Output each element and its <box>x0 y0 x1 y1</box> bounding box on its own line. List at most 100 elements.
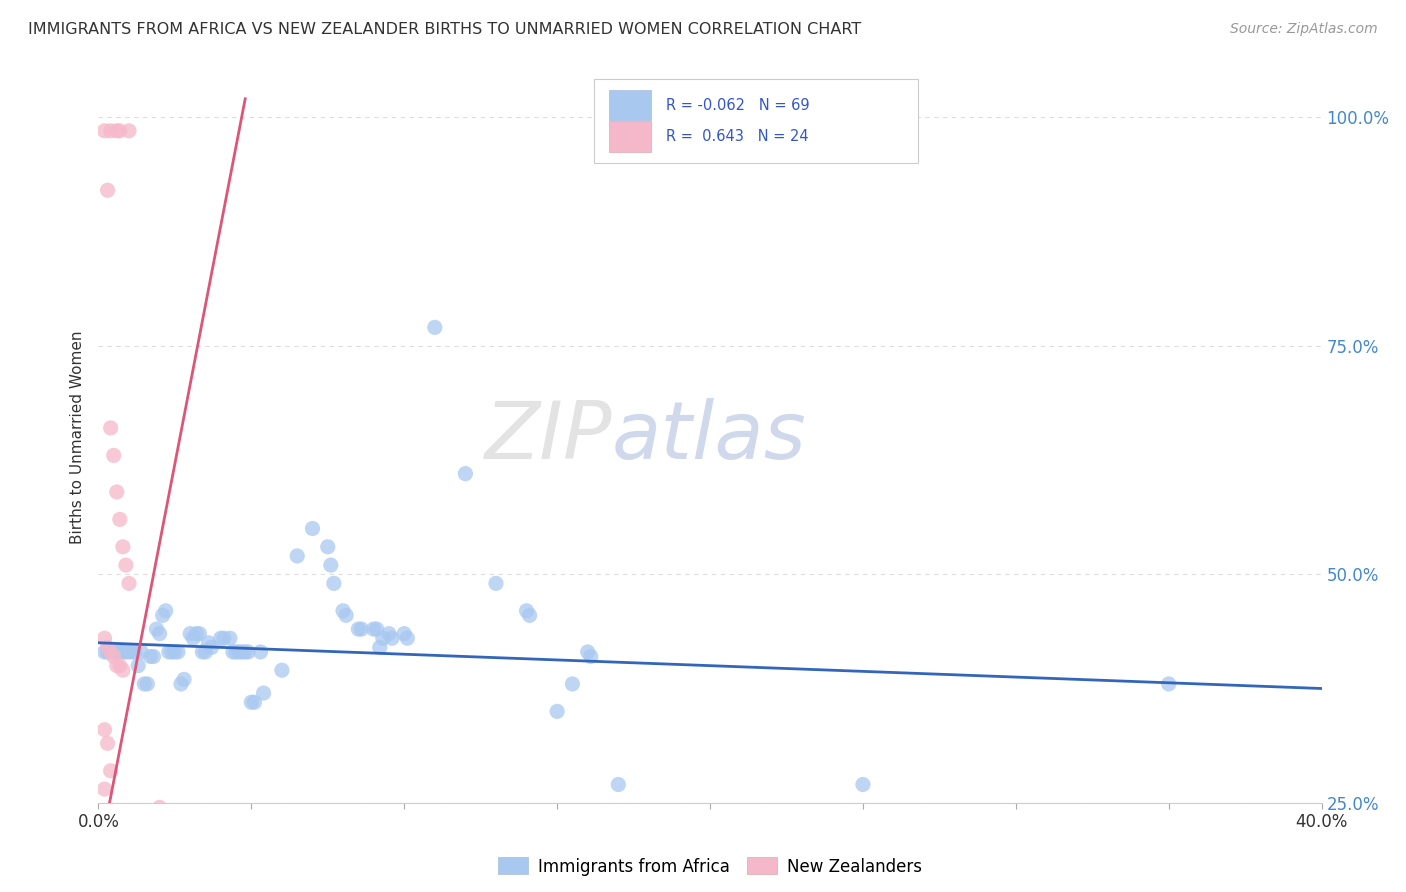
Text: R =  0.643   N = 24: R = 0.643 N = 24 <box>666 129 808 144</box>
Point <box>316 540 339 554</box>
Point <box>225 645 247 659</box>
FancyBboxPatch shape <box>593 78 918 162</box>
Point <box>392 626 416 640</box>
Point <box>228 645 250 659</box>
Point <box>363 622 385 636</box>
Point <box>270 663 292 677</box>
Point <box>108 658 131 673</box>
Point <box>366 622 388 636</box>
Point <box>301 521 323 535</box>
Point <box>222 645 245 659</box>
Point <box>233 645 256 659</box>
Point <box>249 645 271 659</box>
Point <box>155 604 177 618</box>
Text: R = -0.062   N = 69: R = -0.062 N = 69 <box>666 97 810 112</box>
FancyBboxPatch shape <box>609 121 651 152</box>
Point <box>516 604 538 618</box>
Point <box>561 677 583 691</box>
Point <box>335 608 357 623</box>
Point <box>111 663 134 677</box>
Point <box>319 558 342 573</box>
Point <box>105 485 128 500</box>
Point <box>181 632 204 646</box>
Point <box>142 649 165 664</box>
Point <box>485 576 508 591</box>
Point <box>108 512 131 526</box>
Point <box>136 677 159 691</box>
Point <box>97 183 120 197</box>
Point <box>322 576 344 591</box>
Point <box>252 686 274 700</box>
Point <box>173 673 195 687</box>
Point <box>100 764 122 778</box>
Point <box>103 448 125 462</box>
Text: ZIP: ZIP <box>485 398 612 476</box>
Point <box>97 736 120 750</box>
Point <box>124 645 146 659</box>
Point <box>160 645 183 659</box>
Point <box>381 632 404 646</box>
Point <box>129 645 152 659</box>
Point <box>118 645 141 659</box>
Point <box>546 705 568 719</box>
Point <box>623 814 645 828</box>
Point <box>134 677 156 691</box>
Point <box>163 645 186 659</box>
Point <box>852 778 875 792</box>
Point <box>100 645 122 659</box>
Point <box>108 124 131 138</box>
Point <box>1157 677 1180 691</box>
Point <box>97 640 120 655</box>
Point <box>108 645 131 659</box>
Point <box>912 814 935 828</box>
Point <box>103 649 125 664</box>
Point <box>93 632 115 646</box>
Point <box>197 636 219 650</box>
Point <box>93 782 115 797</box>
Point <box>194 645 217 659</box>
Point <box>576 645 599 659</box>
Point <box>212 632 235 646</box>
Point <box>93 723 115 737</box>
Point <box>170 677 193 691</box>
Point <box>683 841 706 855</box>
Point <box>100 421 122 435</box>
Point <box>188 626 211 640</box>
Point <box>105 658 128 673</box>
Point <box>607 778 630 792</box>
Point <box>97 645 120 659</box>
Text: IMMIGRANTS FROM AFRICA VS NEW ZEALANDER BIRTHS TO UNMARRIED WOMEN CORRELATION CH: IMMIGRANTS FROM AFRICA VS NEW ZEALANDER … <box>28 22 862 37</box>
Point <box>100 124 122 138</box>
Point <box>93 645 115 659</box>
Point <box>350 622 373 636</box>
Point <box>149 800 172 814</box>
Point <box>105 645 128 659</box>
Point <box>111 645 134 659</box>
Point <box>167 645 190 659</box>
Point <box>579 649 602 664</box>
Point <box>519 608 541 623</box>
Point <box>238 645 260 659</box>
Point <box>231 645 253 659</box>
Point <box>179 626 201 640</box>
Point <box>240 695 263 709</box>
Point <box>454 467 477 481</box>
Point <box>149 626 172 640</box>
Point <box>396 632 419 646</box>
Point <box>652 887 675 892</box>
Point <box>103 645 125 659</box>
Point <box>368 640 391 655</box>
Point <box>152 608 174 623</box>
Point <box>139 649 162 664</box>
FancyBboxPatch shape <box>609 90 651 120</box>
Y-axis label: Births to Unmarried Women: Births to Unmarried Women <box>70 330 86 544</box>
Point <box>145 622 167 636</box>
Point <box>285 549 308 563</box>
Point <box>186 626 208 640</box>
Point <box>105 124 128 138</box>
Point <box>118 124 141 138</box>
Point <box>209 632 232 646</box>
Point <box>111 540 134 554</box>
Point <box>243 695 266 709</box>
Text: Source: ZipAtlas.com: Source: ZipAtlas.com <box>1230 22 1378 37</box>
